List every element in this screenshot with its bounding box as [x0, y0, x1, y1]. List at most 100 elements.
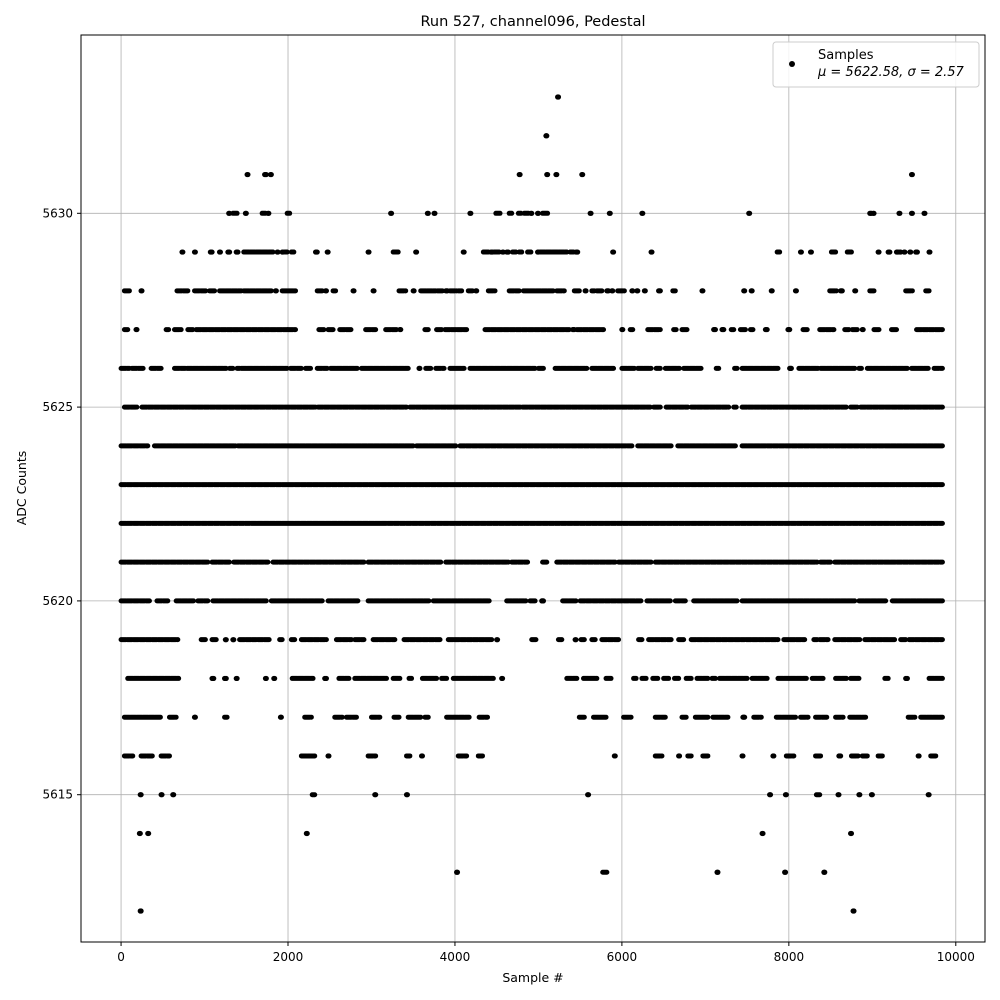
- data-point: [245, 171, 251, 178]
- data-point: [351, 288, 357, 294]
- data-point: [927, 249, 933, 255]
- data-point: [798, 249, 804, 255]
- data-point: [138, 792, 144, 798]
- data-point: [223, 637, 229, 643]
- data-point: [922, 210, 928, 216]
- data-point: [916, 753, 922, 759]
- data-point: [747, 210, 753, 216]
- x-tick-label: 10000: [937, 950, 975, 964]
- chart-title: Run 527, channel096, Pedestal: [420, 14, 645, 30]
- data-point: [742, 714, 748, 720]
- data-point: [468, 210, 474, 216]
- data-point: [226, 249, 233, 255]
- data-point: [630, 288, 636, 294]
- data-point: [767, 792, 774, 798]
- x-tick-label: 4000: [440, 950, 471, 964]
- data-point: [909, 171, 915, 178]
- data-point: [585, 792, 592, 798]
- data-point: [417, 365, 423, 371]
- data-point: [715, 869, 721, 875]
- data-point: [839, 288, 845, 294]
- data-point: [853, 288, 859, 294]
- data-point: [620, 326, 626, 333]
- legend: Samples μ = 5622.58, σ = 2.57: [772, 41, 980, 88]
- data-point: [749, 288, 755, 294]
- data-point: [278, 714, 284, 720]
- data-point: [366, 249, 372, 255]
- data-point: [580, 171, 586, 178]
- data-point: [908, 249, 914, 255]
- data-point: [398, 326, 404, 333]
- data-point: [323, 288, 330, 294]
- data-point: [138, 908, 144, 914]
- data-point: [836, 792, 842, 798]
- x-tick-label: 8000: [774, 950, 805, 964]
- data-point: [760, 830, 766, 837]
- data-point: [326, 753, 332, 759]
- data-point: [788, 365, 794, 371]
- data-point: [544, 133, 550, 139]
- y-tick-label: 5630: [42, 206, 73, 220]
- data-point: [610, 288, 616, 294]
- data-point: [607, 210, 613, 216]
- data-point: [234, 675, 240, 682]
- data-point: [769, 288, 775, 294]
- data-point: [676, 753, 683, 759]
- data-point: [887, 249, 893, 255]
- data-point: [649, 249, 655, 255]
- data-point: [635, 288, 641, 294]
- data-point: [235, 249, 241, 255]
- data-point: [263, 675, 269, 682]
- data-point: [742, 288, 748, 294]
- legend-stat: μ = 5622.58, σ = 2.57: [817, 65, 965, 80]
- data-point: [783, 792, 789, 798]
- y-tick-label: 5625: [42, 400, 73, 414]
- data-point: [192, 249, 198, 255]
- data-points: [118, 94, 945, 914]
- data-point: [461, 249, 467, 255]
- data-point: [263, 171, 269, 178]
- data-point: [657, 288, 663, 294]
- data-point: [575, 249, 581, 255]
- data-point: [273, 288, 279, 294]
- data-point: [499, 675, 506, 682]
- data-point: [371, 288, 377, 294]
- data-point: [266, 210, 272, 216]
- data-point: [134, 326, 140, 333]
- data-point: [640, 210, 646, 216]
- data-point: [180, 249, 186, 255]
- data-point: [323, 675, 330, 682]
- data-point: [712, 326, 718, 333]
- data-point: [554, 171, 560, 178]
- data-point: [721, 326, 727, 333]
- data-point: [545, 171, 551, 178]
- data-point: [159, 792, 165, 798]
- legend-marker: [789, 61, 795, 67]
- data-point: [272, 675, 278, 682]
- data-point: [764, 326, 770, 333]
- data-point: [137, 830, 143, 837]
- data-point: [325, 249, 331, 255]
- data-point: [494, 637, 501, 643]
- x-tick-label: 6000: [607, 950, 638, 964]
- data-point: [793, 288, 799, 294]
- legend-box: [772, 41, 980, 88]
- data-point: [419, 753, 425, 759]
- data-point: [808, 249, 814, 255]
- data-point: [425, 210, 431, 216]
- data-point: [860, 326, 866, 333]
- data-point: [192, 714, 198, 720]
- data-point: [822, 869, 828, 875]
- data-point: [223, 675, 229, 682]
- data-point: [211, 675, 217, 682]
- data-point: [555, 94, 562, 100]
- data-point: [583, 288, 589, 294]
- data-point: [573, 637, 579, 643]
- data-point: [432, 210, 438, 216]
- data-point: [876, 249, 882, 255]
- data-point: [529, 210, 535, 216]
- x-axis-label: Sample #: [502, 970, 563, 985]
- y-axis-ticks: 5615 5620 5625 5630: [42, 206, 81, 802]
